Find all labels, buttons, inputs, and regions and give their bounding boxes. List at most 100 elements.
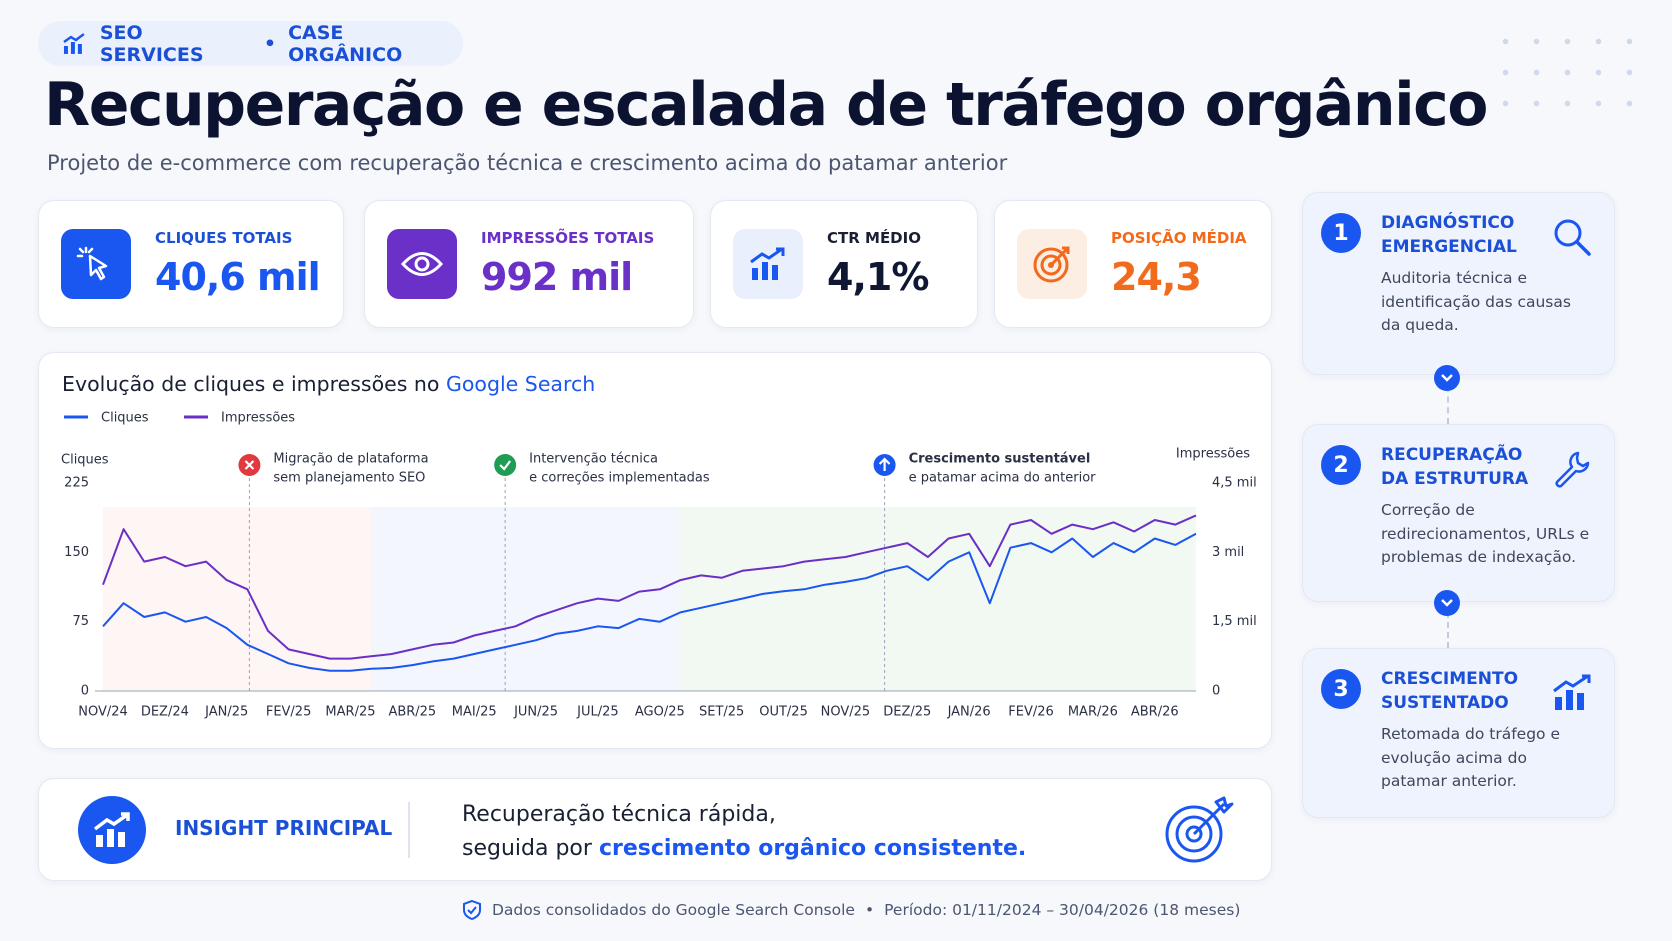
x-tick-label: JAN/25 [204,705,248,720]
step-text: Auditoria técnica e identificação das ca… [1381,269,1571,334]
kpi-card: POSIÇÃO MÉDIA 24,3 [994,200,1272,328]
x-tick-label: JUN/25 [513,705,558,720]
kpi-icon [387,229,457,299]
annotation-text: e correções implementadas [529,471,710,486]
step-number: 1 [1321,213,1361,253]
kpi-label: POSIÇÃO MÉDIA [1111,229,1247,247]
y-tick-label: 225 [64,476,89,491]
x-tick-label: SET/25 [699,705,744,720]
step-icon [1553,674,1591,710]
step-title: RECUPERAÇÃO DA ESTRUTURA [1381,445,1529,489]
annotation-glyph [878,457,891,471]
y2-tick-label: 1,5 mil [1212,614,1257,629]
badge-separator: • [263,32,277,55]
insight-label: INSIGHT PRINCIPAL [175,816,393,840]
series-line [102,532,1197,672]
y-axis-title: Cliques [61,453,109,468]
shield-icon [463,899,481,921]
connector [1447,602,1449,648]
annotation-text: sem planejamento SEO [273,471,425,486]
y-tick-label: 0 [81,684,89,699]
phase-band [103,507,372,691]
kpi-icon [1017,229,1087,299]
annotation-text: Migração de plataforma [273,452,428,467]
phase-band [680,507,1196,691]
x-tick-label: JAN/26 [947,705,991,720]
annotation-glyph [499,460,512,471]
y2-tick-label: 0 [1212,684,1220,699]
kpi-icon [61,229,131,299]
kpi-label: IMPRESSÕES TOTAIS [481,229,655,247]
insight-icon [78,796,146,864]
kpi-value: 992 mil [481,255,633,299]
step-card: 2 RECUPERAÇÃO DA ESTRUTURA Correção de r… [1302,424,1615,602]
step-text: Correção de redirecionamentos, URLs e pr… [1381,501,1590,566]
kpi-icon [733,229,803,299]
step-number: 3 [1321,669,1361,709]
connector [1447,375,1449,424]
series-line [102,514,1197,660]
legend-label: Impressões [221,411,295,426]
step-icon [1555,451,1590,488]
x-tick-label: NOV/25 [821,705,871,720]
kpi-label: CLIQUES TOTAIS [155,229,293,247]
chart-title-text: Evolução de cliques e impressões no [62,372,440,396]
step-title: CRESCIMENTO SUSTENTADO [1381,669,1519,713]
y2-tick-label: 3 mil [1212,545,1244,560]
kpi-value: 40,6 mil [155,255,321,299]
y-tick-label: 150 [64,545,89,560]
chart-title: Evolução de cliques e impressões no Goog… [62,372,595,396]
x-tick-label: AGO/25 [635,705,685,720]
insight-highlight: crescimento orgânico consistente. [598,836,1027,861]
footer-separator: • [864,901,875,919]
step-text: Retomada do tráfego e evolução acima do … [1381,725,1561,790]
page-title: Recuperação e escalada de tráfego orgâni… [44,70,1488,140]
insight-line: Recuperação técnica rápida, [462,802,776,827]
insight-line-text: seguida por [462,836,592,861]
phase-band [371,507,681,691]
y-tick-label: 75 [72,614,89,629]
badge-text: SEO SERVICES [99,21,204,66]
x-tick-label: DEZ/24 [141,705,189,720]
annotation-text: Crescimento sustentável [909,452,1091,467]
x-tick-label: DEZ/25 [883,705,931,720]
y2-tick-label: 4,5 mil [1212,476,1257,491]
x-tick-label: FEV/26 [1008,705,1054,720]
annotation-text: e patamar acima do anterior [909,471,1097,486]
x-tick-label: NOV/24 [78,705,128,720]
badge: SEO SERVICES • CASE ORGÂNICO [38,21,463,66]
legend-label: Cliques [101,411,149,426]
divider [408,802,410,858]
chart-title-highlight: Google Search [446,372,596,396]
kpi-card: CLIQUES TOTAIS 40,6 mil [38,200,344,328]
insight-line: seguida por crescimento orgânico consist… [462,832,1026,866]
step-title: DIAGNÓSTICO EMERGENCIAL [1381,213,1517,257]
annotation-text: Intervenção técnica [529,452,658,467]
x-tick-label: FEV/25 [266,705,312,720]
kpi-card: IMPRESSÕES TOTAIS 992 mil [364,200,694,328]
annotation-glyph [244,460,255,470]
decor-dots [1490,26,1650,130]
kpi-value: 24,3 [1111,255,1202,299]
footer-source: Dados consolidados do Google Search Cons… [492,901,855,919]
page-subtitle: Projeto de e-commerce com recuperação té… [47,151,1008,175]
target-icon [1165,796,1234,863]
step-card: 3 CRESCIMENTO SUSTENTADO Retomada do trá… [1302,648,1615,818]
step-number: 2 [1321,445,1361,485]
footer-period: Período: 01/11/2024 – 30/04/2026 (18 mes… [884,901,1241,919]
step-icon [1554,219,1591,256]
kpi-card: CTR MÉDIO 4,1% [710,200,978,328]
y2-axis-title: Impressões [1176,447,1250,462]
x-tick-label: MAR/26 [1068,705,1118,720]
step-card: 1 DIAGNÓSTICO EMERGENCIAL Auditoria técn… [1302,192,1615,375]
x-tick-label: JUL/25 [576,705,619,720]
kpi-label: CTR MÉDIO [827,229,921,247]
x-tick-label: MAI/25 [452,705,497,720]
x-tick-label: OUT/25 [759,705,808,720]
x-tick-label: MAR/25 [325,705,375,720]
insight-card [38,778,1272,881]
x-tick-label: ABR/25 [388,705,436,720]
insight-text: Recuperação técnica rápida, seguida por … [462,798,1026,866]
badge-icon [63,32,85,54]
